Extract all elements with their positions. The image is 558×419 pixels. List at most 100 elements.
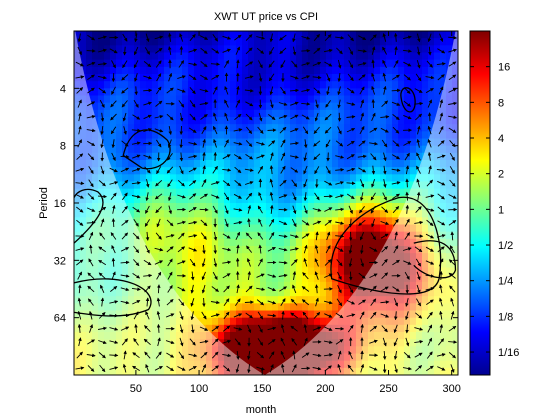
heat-cell (266, 88, 273, 97)
heat-cell (296, 195, 303, 204)
phase-arrow (450, 364, 455, 373)
heat-cell (242, 124, 249, 132)
heat-cell (392, 267, 399, 276)
phase-arrow (280, 60, 286, 69)
heat-cell (326, 360, 333, 369)
heat-cell (284, 102, 291, 111)
heat-cell (206, 253, 213, 261)
heat-cell (212, 238, 219, 247)
heat-cell (248, 174, 255, 183)
heat-cell (206, 131, 213, 140)
heat-cell (194, 152, 201, 161)
heat-cell (380, 181, 387, 190)
heat-cell (152, 45, 159, 54)
heat-cell (254, 339, 261, 347)
heat-cell (440, 45, 447, 54)
heat-cell (422, 145, 429, 154)
phase-arrow (86, 49, 96, 53)
heat-cell (182, 81, 189, 89)
phase-arrow (414, 246, 423, 253)
heat-cell (290, 52, 297, 61)
heat-cell (284, 109, 291, 118)
heat-cell (320, 310, 327, 319)
heat-cell (176, 81, 183, 89)
heat-cell (230, 102, 237, 111)
heat-cell (290, 267, 297, 276)
heat-cell (248, 332, 255, 340)
heat-cell (140, 117, 147, 125)
phase-arrow (77, 310, 82, 320)
heat-cell (290, 332, 297, 340)
heat-cell (296, 317, 303, 326)
heat-cell (350, 360, 357, 369)
heat-cell (422, 253, 429, 261)
heat-cell (266, 260, 273, 269)
heat-cell (296, 289, 303, 297)
heat-cell (368, 38, 375, 46)
phase-arrow (222, 48, 231, 53)
phase-arrow (111, 152, 116, 162)
phase-arrow (131, 141, 141, 145)
heat-cell (380, 117, 387, 125)
phase-arrow (235, 231, 241, 240)
heat-cell (428, 138, 435, 147)
phase-arrow (87, 87, 95, 94)
heat-cell (362, 109, 369, 118)
heat-cell (362, 210, 369, 218)
heat-cell (296, 52, 303, 61)
heat-cell (380, 253, 387, 261)
heat-cell (92, 167, 99, 175)
heat-cell (188, 31, 195, 39)
phase-arrow (110, 113, 117, 121)
phase-arrow (245, 140, 253, 147)
heat-cell (74, 138, 81, 147)
heat-cell (80, 332, 87, 340)
heat-cell (308, 332, 315, 340)
heat-cell (248, 360, 255, 369)
heat-cell (368, 317, 375, 326)
heat-cell (314, 160, 321, 168)
heat-cell (98, 332, 105, 340)
heat-cell (296, 303, 303, 312)
heat-cell (308, 210, 315, 218)
heat-cell (92, 303, 99, 312)
phase-arrow (437, 74, 445, 81)
heat-cell (134, 203, 141, 211)
heat-cell (410, 346, 417, 355)
heat-cell (98, 88, 105, 97)
heat-cell (254, 260, 261, 269)
heat-cell (104, 124, 111, 132)
heat-cell (272, 260, 279, 269)
heat-cell (134, 59, 141, 68)
heat-cell (194, 260, 201, 269)
heat-cell (158, 38, 165, 46)
heat-cell (380, 246, 387, 254)
heat-cell (188, 102, 195, 111)
heat-cell (176, 160, 183, 168)
heat-cell (98, 210, 105, 218)
phase-arrow (394, 231, 398, 241)
heat-cell (362, 38, 369, 46)
phase-arrow (394, 364, 398, 374)
heat-cell (80, 66, 87, 75)
heat-cell (386, 160, 393, 168)
heat-cell (194, 195, 201, 204)
heat-cell (344, 231, 351, 240)
heat-cell (344, 203, 351, 211)
heat-cell (122, 181, 129, 190)
phase-arrow (258, 73, 263, 82)
heat-cell (224, 188, 231, 197)
heat-cell (380, 152, 387, 161)
heat-cell (140, 310, 147, 319)
phase-arrow (100, 139, 104, 149)
phase-arrow (133, 311, 139, 320)
heat-cell (146, 95, 153, 104)
heat-cell (434, 195, 441, 204)
phase-arrow (346, 140, 355, 147)
heat-cell (434, 160, 441, 168)
heat-cell (272, 195, 279, 204)
heat-cell (164, 346, 171, 355)
heat-cell (302, 360, 309, 369)
heat-cell (362, 66, 369, 75)
heat-cell (332, 138, 339, 147)
